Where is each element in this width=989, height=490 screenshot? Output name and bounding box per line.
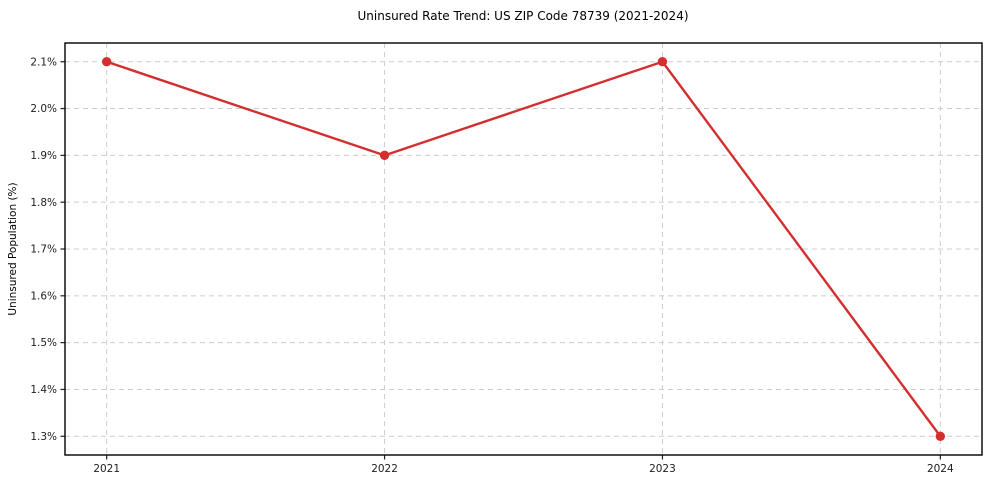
y-tick-label: 2.1% bbox=[30, 56, 57, 68]
y-tick-label: 1.5% bbox=[30, 337, 57, 349]
plot-border bbox=[64, 42, 983, 456]
data-point-marker bbox=[657, 57, 668, 67]
data-point-marker bbox=[101, 57, 112, 67]
data-point-marker bbox=[935, 431, 946, 441]
y-tick-label: 2.0% bbox=[30, 103, 57, 115]
y-tick-label: 1.4% bbox=[30, 384, 57, 396]
chart-title: Uninsured Rate Trend: US ZIP Code 78739 … bbox=[357, 9, 689, 23]
y-tick-label: 1.7% bbox=[30, 244, 57, 256]
y-tick-label: 1.9% bbox=[30, 150, 57, 162]
y-tick-label: 1.6% bbox=[30, 290, 57, 302]
y-tick-label: 1.8% bbox=[30, 197, 57, 209]
x-tick-label: 2021 bbox=[93, 463, 120, 475]
trend-line bbox=[105, 60, 942, 438]
data-point-marker bbox=[379, 150, 390, 161]
y-tick-label: 1.3% bbox=[30, 431, 57, 443]
x-tick-label: 2023 bbox=[649, 463, 676, 475]
x-tick-label: 2022 bbox=[371, 463, 398, 475]
x-tick-label: 2024 bbox=[927, 463, 954, 475]
